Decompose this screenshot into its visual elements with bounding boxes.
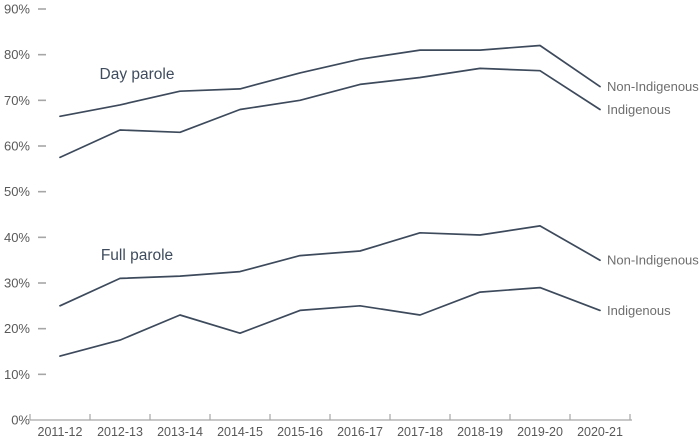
y-axis-tick-label: 60% — [4, 139, 30, 154]
x-axis-tick-label: 2014-15 — [217, 425, 263, 439]
x-axis-tick-label: 2011-12 — [38, 425, 83, 439]
y-axis-tick-label: 10% — [4, 367, 30, 382]
group-label: Full parole — [101, 247, 173, 264]
series-end-label: Non-Indigenous — [607, 253, 699, 268]
x-axis-tick-label: 2016-17 — [337, 425, 383, 439]
x-axis-tick-label: 2018-19 — [457, 425, 503, 439]
x-axis-tick-label: 2013-14 — [157, 425, 203, 439]
y-axis-tick-label: 20% — [4, 321, 30, 336]
y-axis-tick-label: 90% — [4, 2, 30, 17]
y-axis-tick-label: 30% — [4, 276, 30, 291]
group-label: Day parole — [100, 66, 175, 83]
x-axis-tick-label: 2020-21 — [577, 425, 623, 439]
series-line-full-indigenous — [59, 286, 601, 357]
series-end-label: Indigenous — [607, 303, 671, 318]
y-axis-tick-label: 40% — [4, 230, 30, 245]
series-line-day-non-indigenous — [59, 44, 601, 118]
x-axis-tick-label: 2019-20 — [517, 425, 563, 439]
x-axis-tick-label: 2015-16 — [277, 425, 323, 439]
series-end-label: Indigenous — [607, 102, 671, 117]
series-end-label: Non-Indigenous — [607, 79, 699, 94]
series-line-day-indigenous — [59, 67, 601, 159]
series-line-full-non-indigenous — [59, 225, 601, 307]
y-axis-tick-label: 0% — [11, 413, 30, 428]
x-axis-tick-label: 2017-18 — [397, 425, 443, 439]
x-axis-tick-label: 2012-13 — [97, 425, 143, 439]
y-axis-tick-label: 80% — [4, 47, 30, 62]
y-axis-tick-label: 50% — [4, 184, 30, 199]
y-axis-tick-label: 70% — [4, 93, 30, 108]
